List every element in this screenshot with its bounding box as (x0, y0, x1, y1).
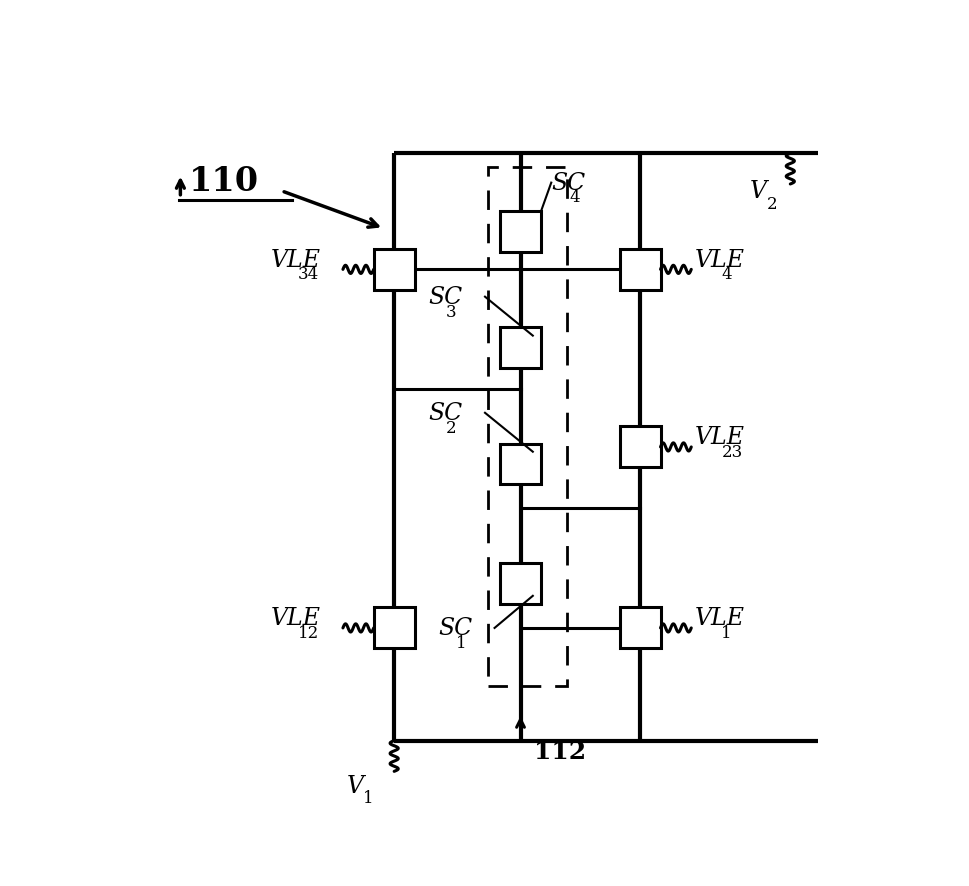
Text: SC: SC (428, 286, 462, 309)
Text: 110: 110 (189, 165, 259, 198)
Bar (374, 608, 415, 649)
Text: 4: 4 (721, 266, 732, 283)
Text: 2: 2 (446, 419, 456, 436)
Bar (374, 250, 415, 291)
Text: VLE: VLE (695, 248, 745, 271)
Text: 23: 23 (721, 443, 742, 460)
Text: SC: SC (551, 172, 585, 195)
Bar (500, 563, 541, 604)
Text: 1: 1 (363, 789, 374, 806)
Text: 112: 112 (534, 739, 586, 763)
Text: VLE: VLE (271, 248, 322, 271)
Text: 4: 4 (569, 190, 579, 206)
Text: 3: 3 (446, 303, 456, 320)
Bar (619, 427, 661, 468)
Text: 12: 12 (297, 624, 319, 641)
Text: V: V (749, 180, 766, 203)
Text: VLE: VLE (695, 607, 745, 629)
Text: 34: 34 (297, 266, 319, 283)
Text: 1: 1 (721, 624, 732, 641)
Bar (619, 608, 661, 649)
Bar (619, 250, 661, 291)
Text: SC: SC (428, 402, 462, 424)
Text: 1: 1 (456, 634, 467, 651)
Text: VLE: VLE (271, 607, 322, 629)
Text: SC: SC (439, 617, 473, 640)
Text: VLE: VLE (695, 425, 745, 448)
Bar (500, 328, 541, 369)
Text: V: V (346, 773, 363, 797)
Bar (487, 167, 567, 686)
Bar (500, 212, 541, 253)
Bar (500, 444, 541, 485)
Text: 2: 2 (766, 196, 777, 213)
